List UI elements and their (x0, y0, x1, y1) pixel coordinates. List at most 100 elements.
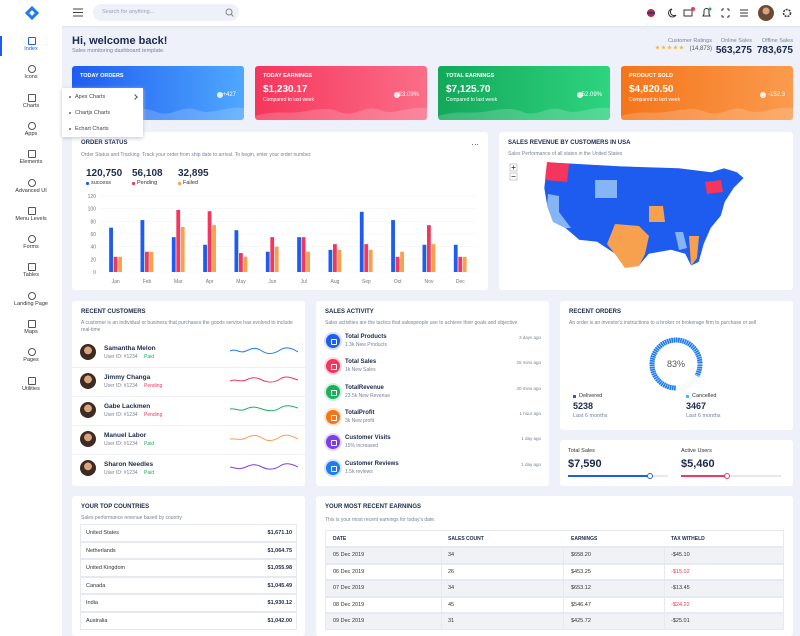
sidebar-icon (28, 150, 36, 159)
stat-value: 783,675 (756, 45, 793, 56)
panel-title: ORDER STATUS (81, 140, 128, 146)
activity-subtitle: 15% increased (345, 443, 379, 450)
sidebar-item[interactable]: Pages (23, 357, 39, 364)
panel-description: A customer is an individual or business … (81, 320, 293, 333)
customer-name: Gabe Lackmen (104, 403, 151, 410)
activity-title: Customer Visits (345, 435, 391, 442)
bar (145, 251, 149, 272)
sidebar-item[interactable]: Utilities (22, 385, 40, 392)
table-cell: 08 Dec 2019 (333, 601, 365, 608)
card-subtitle: Compared to last week (263, 97, 315, 103)
x-tick-label: Jun (268, 279, 276, 285)
star (667, 45, 672, 50)
bar (171, 237, 176, 272)
sidebar-item[interactable]: Maps (24, 329, 38, 335)
country-name: India (86, 600, 98, 607)
customer-name: Samantha Melon (104, 345, 156, 352)
welcome-subtitle: Sales monitoring dashboard template. (72, 48, 165, 54)
header-icons[interactable] (640, 3, 800, 23)
gauge-ticks (649, 337, 703, 391)
table-cell: 34 (448, 552, 455, 558)
sidebar-icon (28, 178, 36, 187)
card-change-icon (760, 92, 766, 98)
sidebar-item[interactable]: Menu Levels (15, 215, 47, 222)
panel-title: RECENT ORDERS (569, 309, 622, 315)
slider-track (681, 475, 781, 477)
activity-title: TotalProfit (345, 409, 375, 416)
column-divider (441, 563, 442, 581)
x-tick-label: Mar (174, 279, 183, 285)
more-menu[interactable] (477, 144, 479, 146)
legend-swatch (132, 182, 135, 185)
activity-title: TotalRevenue (345, 384, 384, 391)
search-box[interactable] (93, 4, 239, 21)
sidebar-item[interactable]: Forms (23, 244, 39, 251)
card-value: $1,230.17 (263, 84, 308, 95)
sparkline (230, 405, 298, 412)
column-divider (563, 563, 564, 581)
column-divider (441, 596, 442, 614)
sidebar-item[interactable]: Landing Page (14, 300, 48, 307)
column-divider (563, 580, 564, 597)
card-title: TOTAL EARNINGS (446, 73, 495, 79)
sparkline (230, 463, 298, 470)
customer-id: User ID: #1234 (104, 470, 138, 476)
card-wave-path (255, 107, 427, 120)
slider-knob[interactable] (724, 473, 730, 479)
sidebar-item[interactable]: Apps (24, 130, 38, 137)
table-cell: 45 (448, 601, 455, 608)
submenu-item[interactable]: Echart Charts (75, 126, 109, 132)
slider-knob[interactable] (647, 473, 653, 479)
sidebar-item[interactable]: Elements (19, 159, 43, 166)
sidebar-item[interactable]: Tables (23, 272, 39, 279)
activity-panel (316, 301, 549, 486)
card-value: $4,820.50 (629, 84, 674, 95)
avatar (80, 431, 96, 447)
avatar (80, 373, 96, 389)
table-cell: 09 Dec 2019 (333, 618, 365, 625)
bar (149, 251, 154, 272)
legend-swatch (573, 395, 576, 398)
stat-label: Offline Sales (761, 38, 793, 44)
activity-subtitle: 23.5k New Revenue (345, 392, 391, 399)
sidebar-icon (28, 320, 36, 328)
submenu-bullet (69, 96, 71, 98)
table-header (325, 530, 784, 547)
submenu-item[interactable]: Chartjs Charts (75, 110, 111, 116)
bar (274, 246, 279, 272)
more-menu[interactable] (472, 144, 474, 146)
country-amount: $1,045.49 (267, 582, 292, 589)
sidebar-icon (28, 235, 36, 244)
bar (180, 227, 185, 272)
sidebar-item[interactable]: Index (24, 46, 38, 52)
panel-subtitle: This is your most recent earnings for to… (325, 517, 436, 523)
activity-subtitle: 1.3k New Products (345, 342, 387, 348)
card-wave-path (621, 107, 793, 120)
activity-title: Customer Reviews (345, 460, 399, 467)
sidebar-item[interactable]: Icons (24, 74, 38, 81)
column-divider (664, 563, 665, 581)
customer-status: Paid (144, 354, 155, 360)
country-name: Australia (86, 618, 108, 624)
submenu (62, 88, 143, 137)
more-menu[interactable] (474, 144, 476, 146)
table-cell: 31 (448, 618, 455, 625)
x-tick-label: Oct (394, 279, 402, 285)
bar (333, 244, 337, 272)
legend-swatch (178, 182, 181, 185)
table-row (325, 547, 784, 564)
gauge-label: 83% (667, 359, 685, 369)
bar (207, 211, 212, 272)
gauge: 83% (649, 337, 703, 391)
menu-toggle[interactable] (73, 8, 83, 17)
stat-card (255, 66, 427, 120)
sidebar-item[interactable]: Charts (22, 102, 40, 109)
sidebar-item[interactable]: Advanced UI (15, 187, 47, 194)
order-chart: 0 20 40 60 80 100 120 Jan Feb Mar Apr May Jun Jul Aug S… (88, 194, 476, 285)
submenu-item[interactable]: Apex Charts (75, 94, 106, 100)
customer-status: Pending (144, 383, 163, 389)
activity-icon-glyph (331, 364, 337, 371)
card-title: PRODUCT SOLD (629, 73, 673, 79)
sidebar-icon (28, 65, 36, 74)
legend-label: Failed (183, 180, 198, 186)
